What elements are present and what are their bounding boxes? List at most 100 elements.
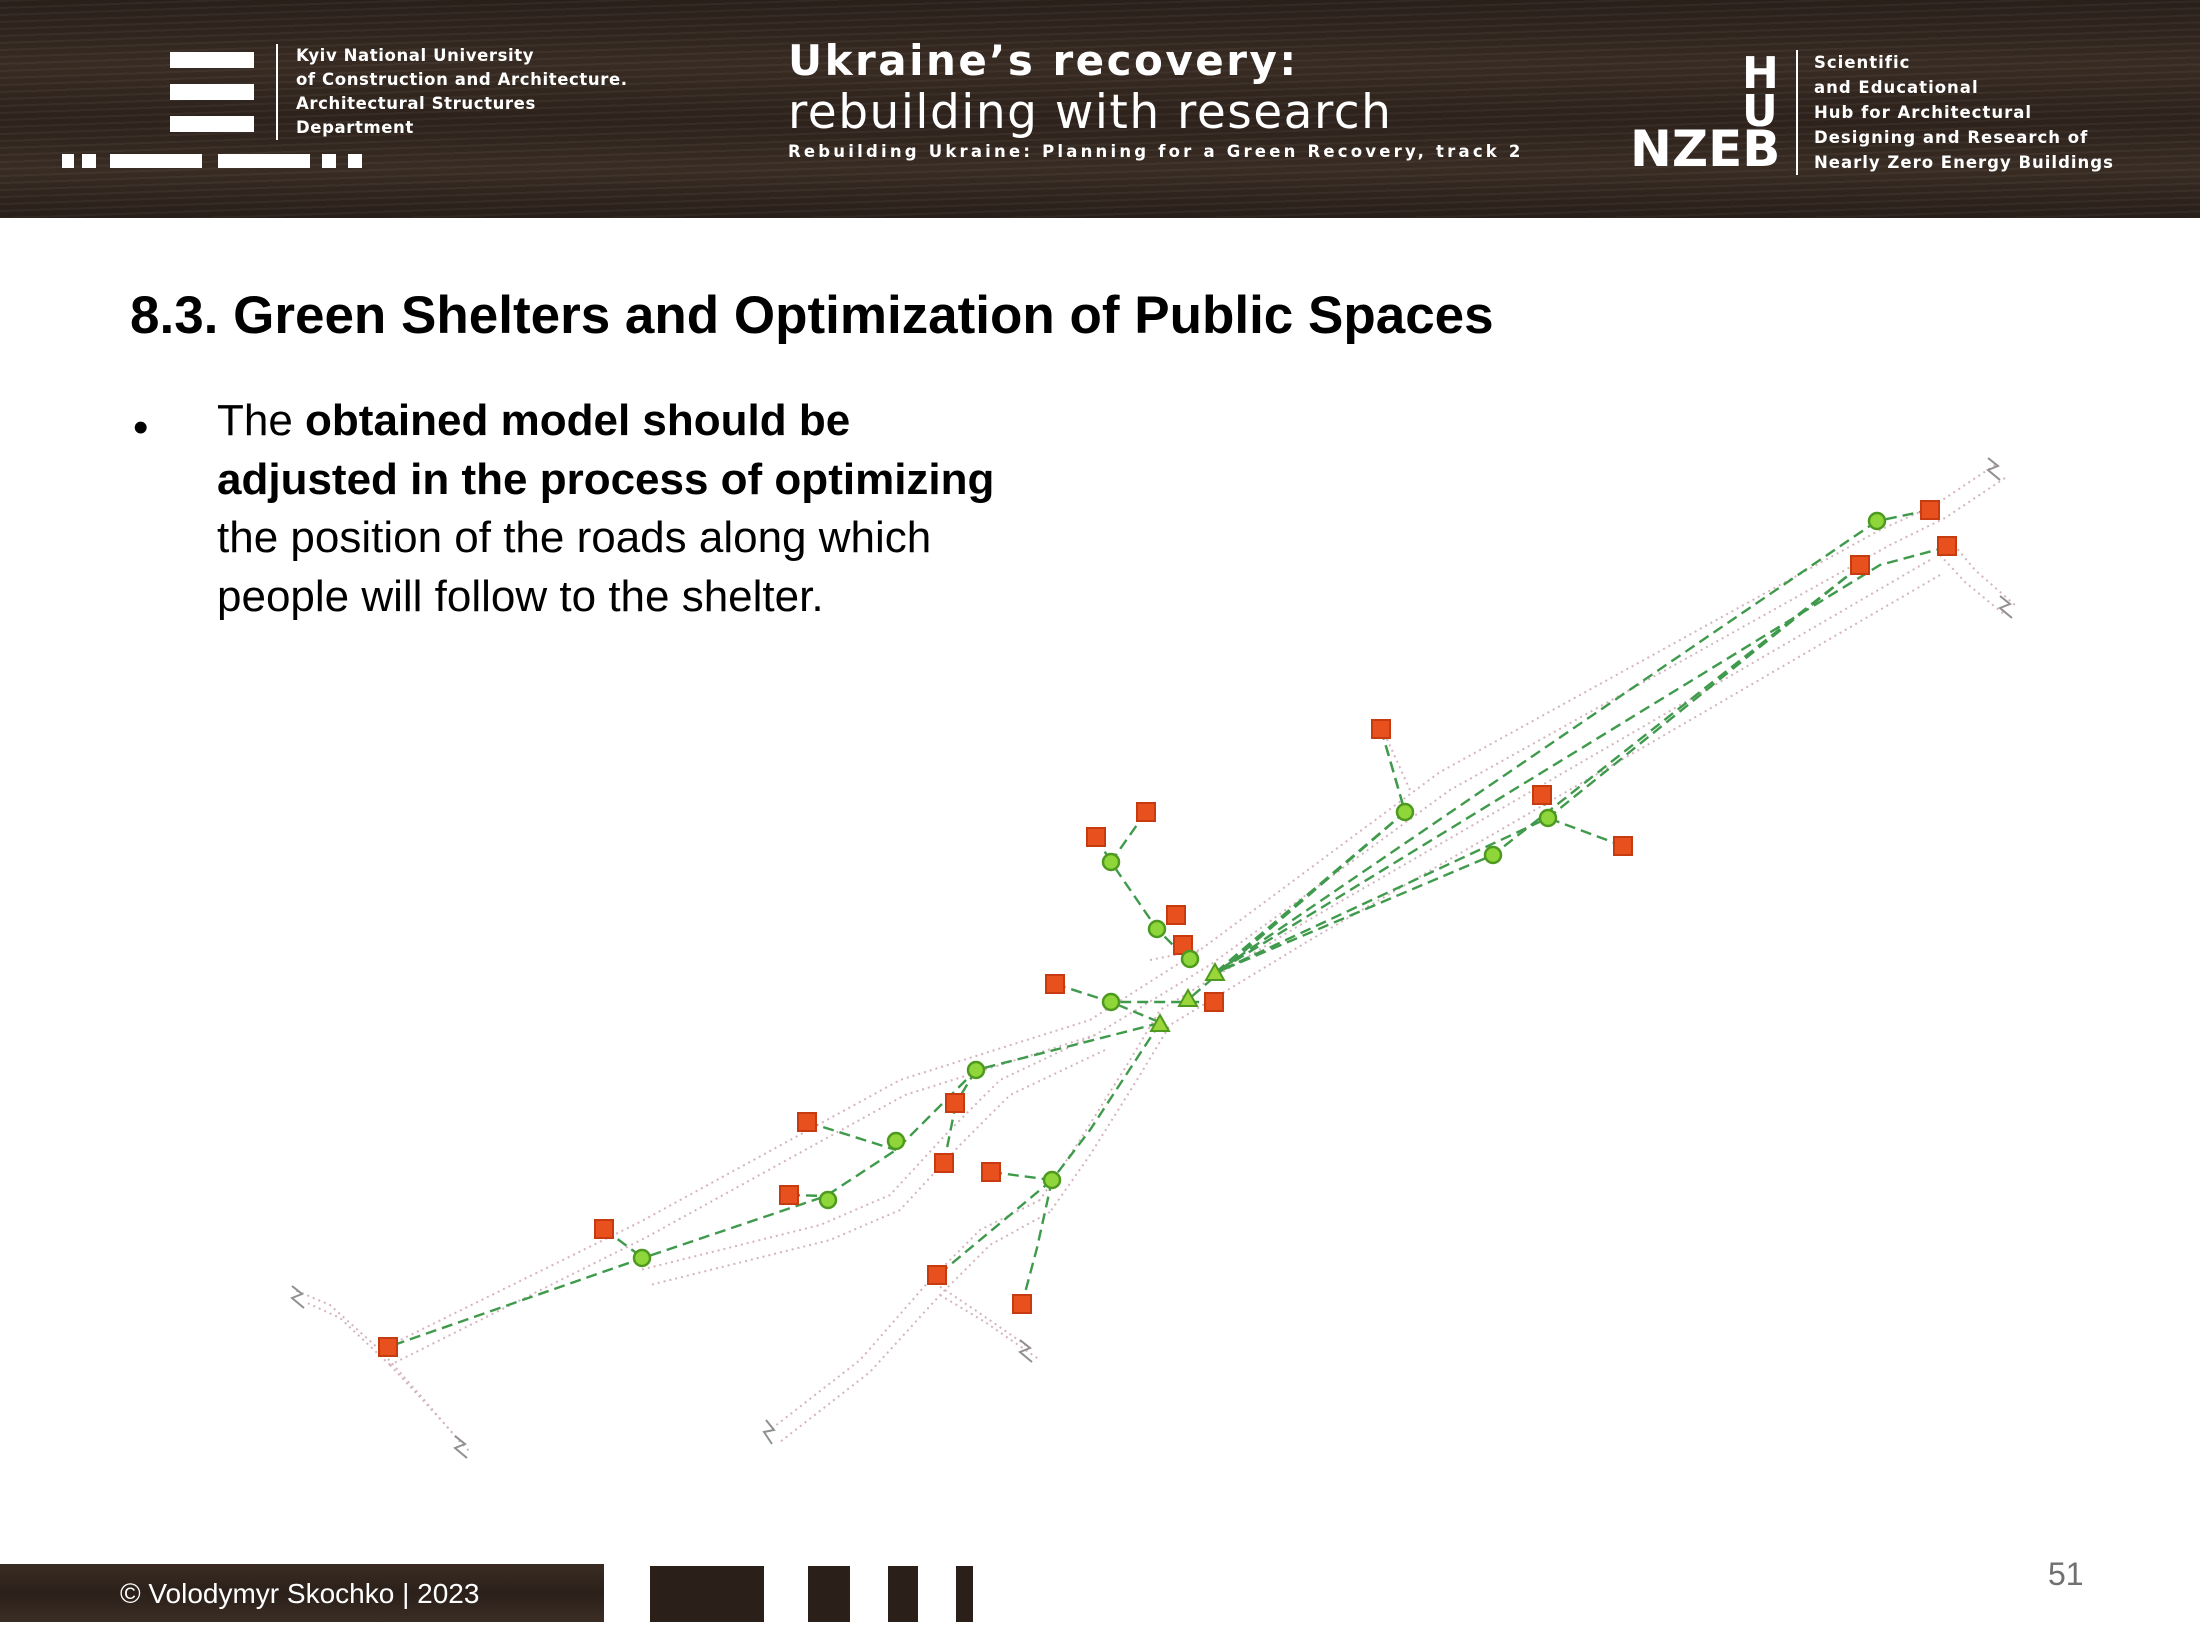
road-edge: [379, 464, 1996, 1351]
hub-line: and Educational: [1814, 78, 1979, 97]
road-edge: [389, 477, 2006, 1366]
road-end-icon: [1986, 457, 2001, 481]
road-edge: [389, 1364, 471, 1453]
banner-title: Ukraine’s recovery: rebuilding with rese…: [788, 36, 1524, 161]
building-marker: [1045, 974, 1065, 994]
bullet-text: The obtained model should be adjusted in…: [217, 392, 1037, 626]
network-nodes: [632, 511, 1887, 1268]
header-banner: Kyiv National University of Construction…: [0, 0, 2200, 218]
building-marker: [934, 1153, 954, 1173]
hub-line: Designing and Research of: [1814, 128, 2089, 147]
road-end-icon: [453, 1435, 468, 1459]
node-marker: [886, 1131, 906, 1151]
slide-title: 8.3. Green Shelters and Optimization of …: [130, 286, 1494, 345]
route-edge: [1189, 728, 1407, 999]
building-marker: [594, 1219, 614, 1239]
route-edge: [387, 1021, 1161, 1349]
route-edge: [1051, 1022, 1162, 1181]
route-edge: [1020, 1179, 1054, 1305]
hub-line: Hub for Architectural: [1814, 103, 2033, 122]
building-marker: [1136, 802, 1156, 822]
building-marker: [1613, 836, 1633, 856]
footer-decoration: [956, 1566, 973, 1622]
buildings: [378, 500, 1957, 1357]
page-number: 51: [2048, 1556, 2084, 1592]
university-name: Kyiv National University of Construction…: [276, 44, 628, 140]
bullet-text-bold: obtained model should be adjusted in the…: [217, 396, 995, 504]
building-marker: [945, 1093, 965, 1113]
road-network: [294, 464, 2016, 1453]
building-marker: [1920, 500, 1940, 520]
building-marker: [378, 1337, 398, 1357]
road-end-markers: [290, 457, 2013, 1459]
node-marker: [818, 1190, 838, 1210]
hub-nzeb-logo: H U NZEB: [1630, 48, 1790, 178]
building-marker: [1532, 785, 1552, 805]
building-marker: [779, 1185, 799, 1205]
banner-title-line1: Ukraine’s recovery:: [788, 36, 1299, 85]
node-marker: [1395, 802, 1415, 822]
road-edge: [769, 1199, 1041, 1431]
route-edge: [1214, 728, 1407, 974]
bullet-text-normal: The: [217, 396, 306, 445]
building-marker: [981, 1162, 1001, 1182]
road-end-icon: [290, 1285, 305, 1309]
road-edge: [1049, 574, 1941, 1213]
footer-decoration: [888, 1566, 918, 1622]
road-edge: [1949, 539, 2016, 606]
university-line: of Construction and Architecture.: [296, 70, 628, 89]
hub-letter-h: H: [1742, 48, 1779, 99]
hub-description: Scientific and Educational Hub for Archi…: [1796, 50, 2114, 175]
building-marker: [1371, 719, 1391, 739]
route-edge: [1214, 545, 1948, 975]
road-edge: [304, 1301, 391, 1366]
node-marker: [1101, 852, 1121, 872]
bullet-text-normal: the position of the roads along which pe…: [217, 513, 932, 621]
hub-letters-nzeb: NZEB: [1630, 120, 1781, 178]
banner-title-line2: rebuilding with research: [788, 85, 1393, 140]
building-marker: [1086, 827, 1106, 847]
building-marker: [1937, 536, 1957, 556]
building-marker: [1850, 555, 1870, 575]
building-marker: [1166, 905, 1186, 925]
node-marker: [1867, 511, 1887, 531]
road-edge: [1039, 559, 1931, 1201]
road-edge: [929, 1279, 1031, 1349]
building-marker: [1012, 1294, 1032, 1314]
node-marker: [1483, 845, 1503, 865]
building-marker: [1204, 992, 1224, 1012]
bullet-marker: •: [133, 403, 149, 452]
node-marker: [1147, 919, 1167, 939]
hub-letter-u: U: [1742, 86, 1778, 137]
node-marker: [1538, 808, 1558, 828]
banner-subtitle: Rebuilding Ukraine: Planning for a Green…: [788, 142, 1524, 161]
route-edge: [806, 1120, 897, 1152]
evacuation-routes: [387, 508, 1948, 1349]
route-edge: [937, 1179, 1053, 1276]
road-edge: [1939, 554, 2006, 616]
route-edge: [1214, 520, 1878, 974]
route-edge: [1547, 816, 1624, 848]
hub-line: Scientific: [1814, 53, 1911, 72]
road-end-icon: [762, 1419, 776, 1445]
road-end-icon: [1018, 1339, 1033, 1363]
node-marker: [1180, 949, 1200, 969]
node-marker: [1042, 1170, 1062, 1190]
university-line: Department: [296, 118, 414, 137]
building-marker: [927, 1265, 947, 1285]
shelter-marker: [1177, 987, 1199, 1007]
footer-decoration: [650, 1566, 764, 1622]
university-line: Architectural Structures: [296, 94, 536, 113]
node-marker: [632, 1248, 652, 1268]
road-end-icon: [1998, 595, 2013, 619]
university-line: Kyiv National University: [296, 46, 535, 65]
road-edge: [779, 1211, 1051, 1443]
road-edge: [379, 1349, 461, 1443]
road-edge: [294, 1289, 381, 1351]
route-edge: [990, 1170, 1053, 1182]
route-edge: [1214, 565, 1861, 975]
node-marker: [1101, 992, 1121, 1012]
node-marker: [966, 1060, 986, 1080]
route-edge: [1214, 565, 1861, 975]
